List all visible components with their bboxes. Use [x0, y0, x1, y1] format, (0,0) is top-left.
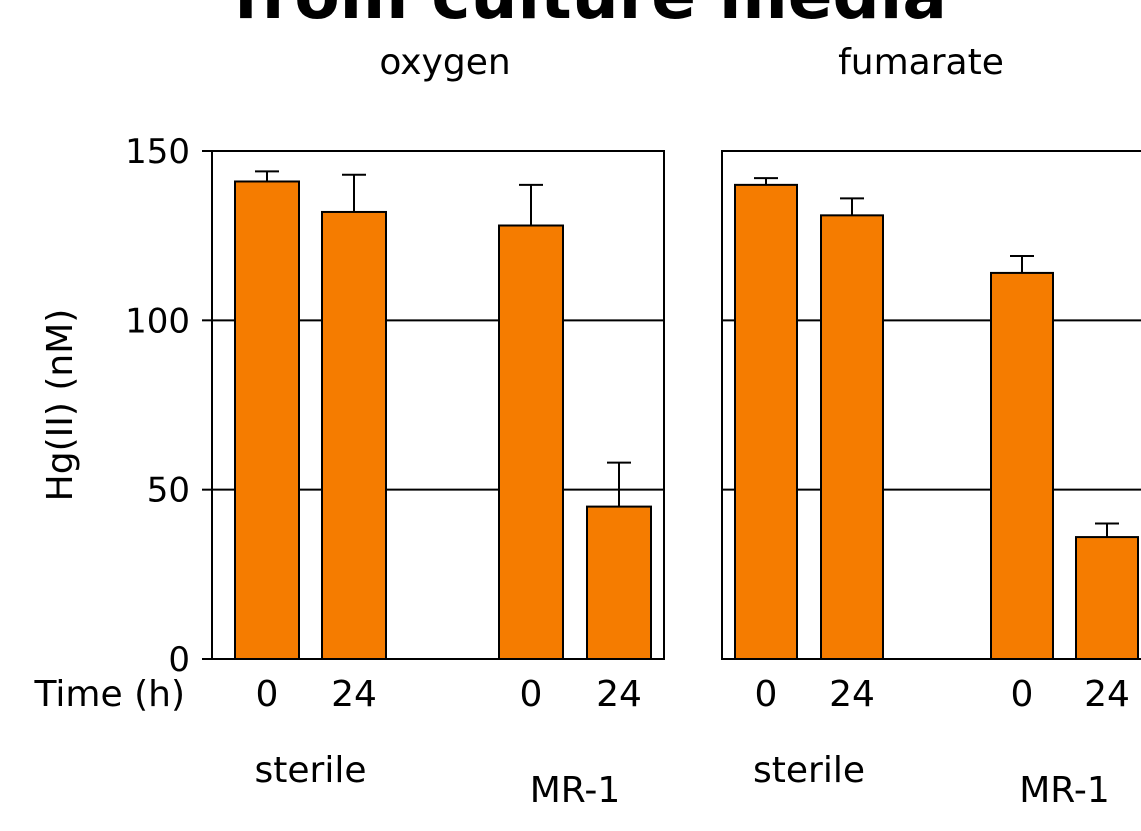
group-label: sterile [753, 750, 865, 791]
bar [734, 183, 798, 660]
group-label: sterile [255, 750, 367, 791]
x-tick-label: 0 [1011, 674, 1034, 715]
y-axis-label: Hg(II) (nM) [40, 309, 81, 502]
group-label: MR-1 [530, 770, 621, 811]
bar [820, 214, 884, 660]
x-tick-label: 0 [755, 674, 778, 715]
y-tick-label: 50 [147, 471, 190, 511]
plot-frame [721, 150, 1141, 660]
y-tick-label: 150 [125, 132, 190, 172]
bar [1075, 536, 1139, 661]
x-tick-label: 24 [829, 674, 875, 715]
panel-1: 0 24 0 24 sterile MR-1 [721, 150, 1141, 811]
y-tick-label: 100 [125, 301, 190, 341]
panel-fumarate-subtitle: fumarate [838, 42, 1004, 83]
chart-title: from culture media [233, 0, 947, 34]
x-tick-label: 24 [1084, 674, 1130, 715]
x-tick-label: 0 [520, 674, 543, 715]
bar [498, 224, 564, 661]
group-label: MR-1 [1019, 770, 1110, 811]
x-tick-label: 24 [596, 674, 642, 715]
panel-oxygen-subtitle: oxygen [379, 42, 510, 83]
bar [321, 210, 387, 661]
x-axis-label: Time (h) [34, 674, 185, 715]
bar [990, 271, 1054, 660]
panel-0: 0 24 0 24 sterile MR-1 0 50 100 150 [125, 132, 665, 811]
plot-frame [211, 150, 665, 660]
x-tick-label: 24 [331, 674, 377, 715]
bar [234, 180, 300, 660]
bar [586, 505, 652, 660]
y-tick-label: 0 [168, 640, 190, 680]
x-tick-label: 0 [256, 674, 279, 715]
